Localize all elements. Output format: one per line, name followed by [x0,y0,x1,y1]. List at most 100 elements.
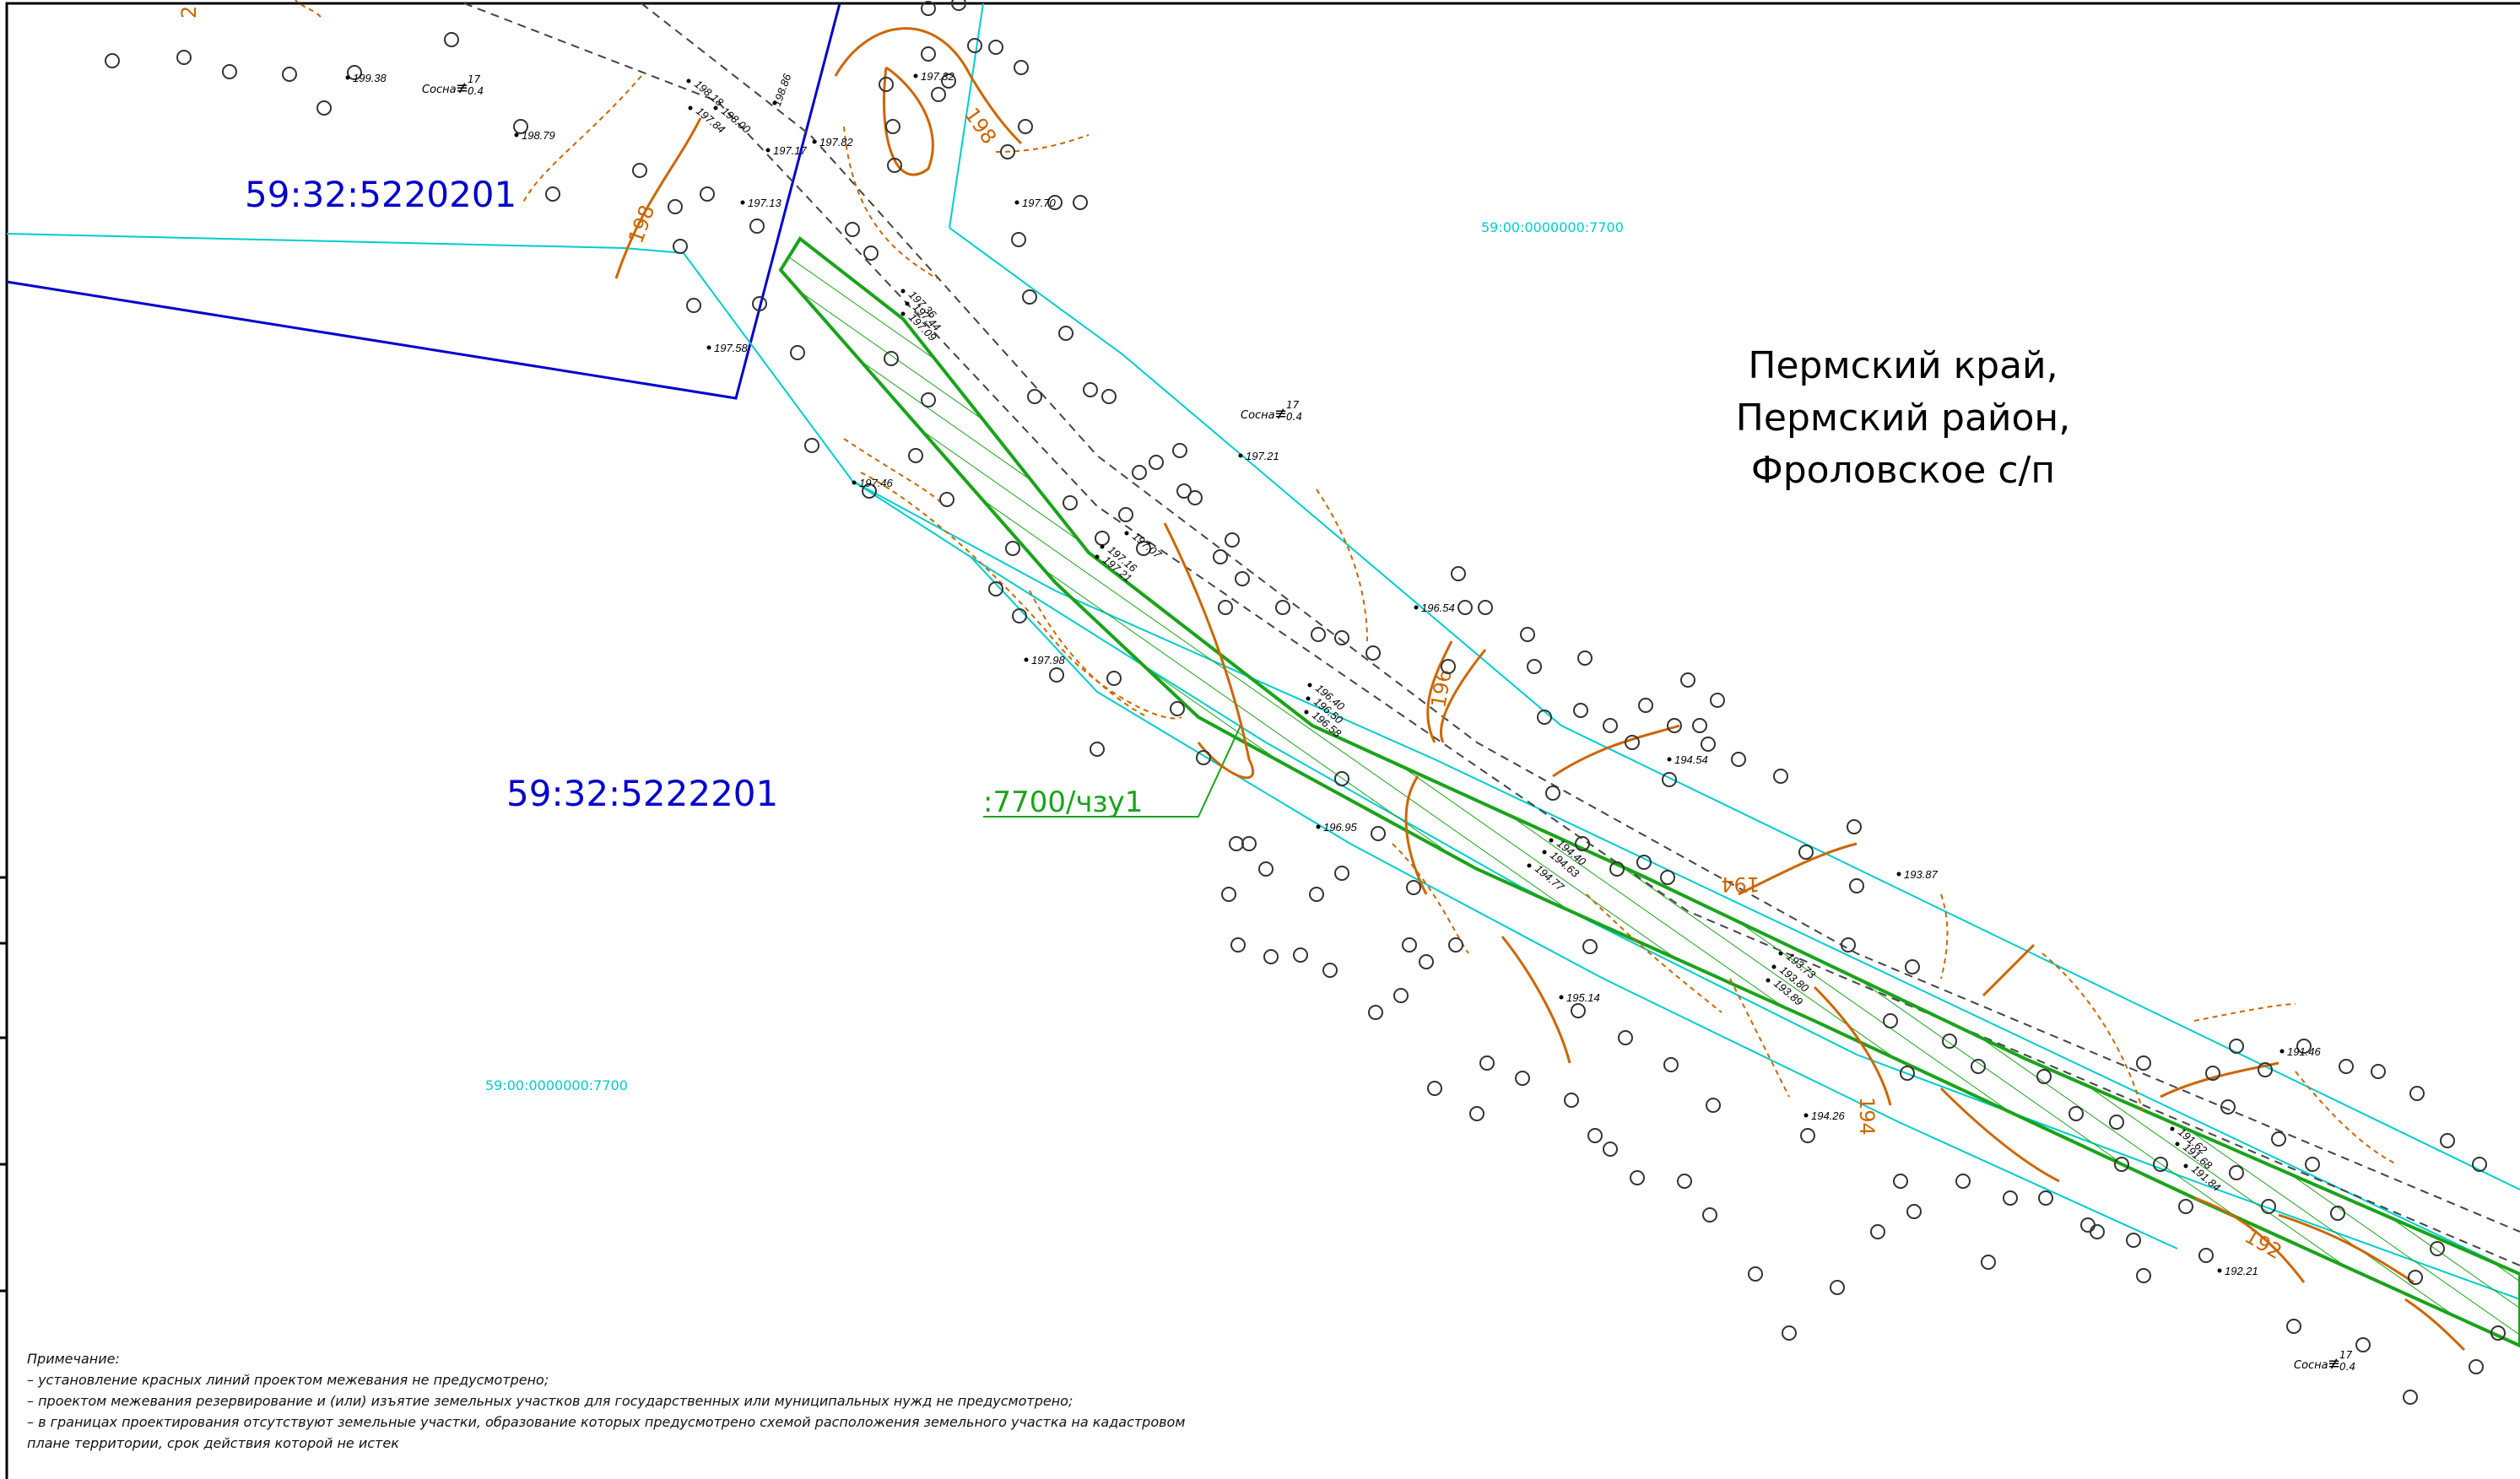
tree-circle [864,246,878,260]
tree-circle [2469,1360,2483,1374]
tree-circle [1403,938,1416,952]
tree-circle [1090,742,1104,756]
tree-circle [2272,1132,2285,1146]
tree-circle [1625,736,1639,749]
tree-circle [1538,710,1551,724]
tree-circle [1014,61,1028,74]
elevation-marker [689,106,693,111]
elevation-marker [766,148,771,153]
elevation-marker [1305,710,1309,715]
tree-circle [1480,1056,1494,1070]
tree-circle [1323,964,1337,977]
tree-circle [1449,938,1463,952]
tree-circle [1678,1174,1691,1188]
tree-circle [1603,719,1617,732]
tree-circle [940,493,954,506]
note-line-4: плане территории, срок действия которой … [27,1433,1209,1454]
elevation-marker [741,201,745,205]
tree-circle [750,219,764,233]
elevation-marker [1766,979,1771,983]
elevation-marker [1543,850,1547,855]
tree-circle [1149,456,1163,469]
tree-circle [1276,601,1290,614]
tree-circle [1681,673,1695,687]
tree-symbol-3: Сосна ≢ 17 0.4 [2294,1349,2355,1373]
elevation-label: 197.17 [773,144,808,157]
elevation-marker [714,106,718,111]
elevation-marker [707,346,711,350]
svg-text:Сосна: Сосна [1241,409,1275,422]
elevation-marker [1125,532,1129,536]
tree-circle [1019,120,1032,133]
tree-circle [1366,646,1380,660]
tree-circle [2371,1065,2385,1078]
tree-circle [909,449,922,462]
note-line-1: – установление красных линий проектом ме… [27,1369,1209,1390]
elevation-marker [1414,606,1419,610]
tree-circle [1693,719,1706,732]
tree-circle [791,346,804,359]
tree-circle [1774,769,1787,783]
svg-text:≢: ≢ [456,79,468,97]
tree-circle [317,101,331,115]
tree-circle [968,39,982,52]
region-line-3: Фроловское с/п [1751,449,2055,492]
tree-circle [177,51,191,64]
tree-circle [1661,871,1674,884]
tree-circle [1639,699,1652,712]
tree-circle [1230,837,1243,850]
contour-label: 2 [177,6,201,19]
contour-label: 198 [960,103,1001,148]
elevation-marker [2176,1142,2180,1147]
tree-circle [886,120,900,133]
tree-circle [1703,1208,1717,1222]
tree-circle [1214,550,1227,564]
tree-circle [805,439,819,452]
elevation-label: 197.13 [748,197,782,209]
elevation-marker [687,79,691,84]
tree-circle [687,299,700,312]
elevation-marker [1015,201,1019,205]
tree-circle [1841,938,1855,952]
tree-circle [846,223,859,236]
elevation-label: 197.46 [859,477,894,489]
tree-circle [1574,704,1587,717]
elevation-marker [1779,952,1783,956]
tree-circle [1578,651,1592,665]
elevation-marker [2280,1050,2285,1054]
elevation-marker [2218,1269,2222,1273]
elevation-marker [1308,683,1312,688]
elevation-marker [906,302,910,306]
svg-text:≢: ≢ [2328,1355,2340,1373]
elevation-marker [1317,825,1321,829]
note-title: Примечание: [27,1348,1209,1369]
elevation-label: 198.79 [522,129,555,142]
tree-circle [1956,1174,1970,1188]
tree-circle [1732,753,1745,766]
tree-circle [1369,1006,1382,1019]
svg-text:17: 17 [468,73,481,85]
elevation-label: 196.95 [1323,821,1358,834]
tree-circle [989,40,1003,54]
elevation-marker [852,481,857,485]
tree-circle [1059,327,1073,340]
tree-circle [1565,1093,1578,1107]
tree-circle [1782,1326,1796,1340]
svg-text:0.4: 0.4 [468,85,484,97]
tree-circle [2306,1158,2319,1171]
tree-circle [1242,837,1256,850]
elevation-label: 198.00 [719,105,754,137]
tree-circle [1013,609,1026,623]
tree-circle [1528,660,1541,673]
svg-text:≢: ≢ [1274,405,1287,423]
tree-circle [1428,1082,1441,1095]
tree-circle [223,65,236,78]
tree-circle [2441,1134,2454,1147]
tree-circle [1452,567,1465,580]
svg-text:0.4: 0.4 [1286,411,1302,423]
svg-text:Сосна: Сосна [422,84,457,96]
tree-circle [1133,466,1146,479]
tree-circle [1479,601,1492,614]
tree-circle [2137,1056,2150,1070]
tree-circle [633,164,646,177]
